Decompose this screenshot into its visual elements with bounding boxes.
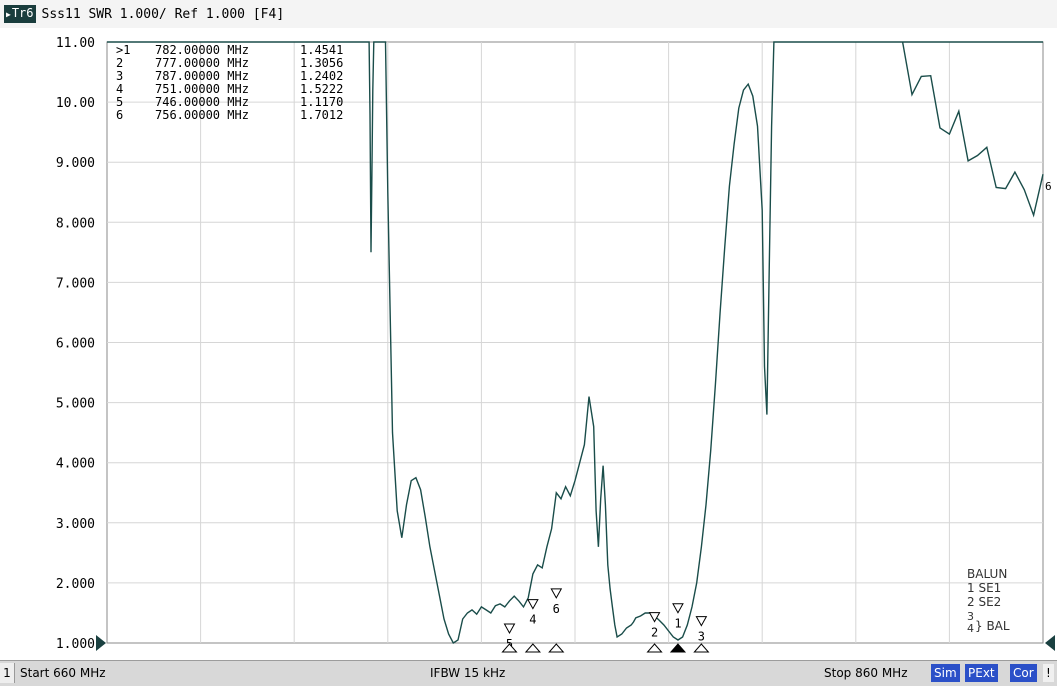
marker-table-freq: 756.00000 MHz — [155, 108, 249, 122]
pext-badge[interactable]: PExt — [965, 664, 998, 682]
marker-table-id: >1 — [116, 43, 130, 57]
marker-table-freq: 782.00000 MHz — [155, 43, 249, 57]
marker-position-triangle — [524, 643, 541, 653]
y-axis: 1.000 2.000 3.000 4.000 5.000 6.000 7.000 8.000… — [56, 36, 1055, 652]
channel-number[interactable]: 1 — [0, 663, 15, 683]
trace-badge[interactable]: Tr6 — [4, 5, 36, 23]
marker-triangle — [550, 588, 563, 599]
trace-title[interactable]: Tr6 Sss11 SWR 1.000/ Ref 1.000 [F4] — [4, 5, 285, 23]
reference-level-arrow-left — [96, 635, 106, 651]
y-tick-label: 10.00 — [56, 96, 95, 111]
marker-label: 4 — [529, 613, 536, 627]
marker-position-triangle — [669, 643, 687, 653]
cor-badge[interactable]: Cor — [1010, 664, 1037, 682]
marker-label: 2 — [651, 626, 658, 640]
trace-end-label: 6 — [1045, 180, 1052, 193]
balun-row: 2 SE2 — [967, 595, 1001, 609]
status-bar: 1 Start 660 MHz IFBW 15 kHz Stop 860 MHz… — [0, 660, 1057, 686]
marker-table: >1 782.00000 MHz 1.4541 2 777.00000 MHz 1.305… — [116, 43, 343, 122]
trace-line — [107, 41, 1044, 645]
warning-badge[interactable]: ! — [1043, 664, 1054, 682]
marker-label: 6 — [553, 602, 560, 616]
balun-title: BALUN — [967, 567, 1007, 581]
marker-triangle — [527, 599, 539, 610]
reference-level-arrow-right — [1045, 635, 1055, 651]
marker-table-freq: 746.00000 MHz — [155, 95, 249, 109]
y-tick-label: 4.000 — [56, 457, 95, 472]
trace-header: Tr6 Sss11 SWR 1.000/ Ref 1.000 [F4] — [0, 0, 1057, 28]
marker-table-value: 1.1170 — [300, 95, 343, 109]
marker-triangle — [695, 616, 708, 627]
marker-triangle — [672, 603, 684, 614]
balun-row: 3 — [967, 610, 974, 623]
trace-label-text: Sss11 SWR 1.000/ Ref 1.000 [F4] — [41, 6, 285, 22]
marker-table-id: 5 — [116, 95, 123, 109]
y-tick-label: 8.000 — [56, 216, 95, 231]
marker-table-id: 2 — [116, 56, 123, 70]
marker-position-triangle — [501, 643, 518, 653]
marker-label: 3 — [698, 630, 705, 644]
y-tick-label: 3.000 — [56, 517, 95, 532]
marker-table-value: 1.7012 — [300, 108, 343, 122]
balun-bal-label: } BAL — [975, 619, 1010, 633]
chart-grid — [106, 41, 1044, 644]
swr-chart[interactable]: 1.000 2.000 3.000 4.000 5.000 6.000 7.000 8.000… — [0, 0, 1057, 660]
ifbw[interactable]: IFBW 15 kHz — [430, 666, 506, 680]
stop-freq[interactable]: Stop 860 MHz — [824, 666, 908, 680]
trace-series: 6 — [107, 41, 1052, 645]
marker-table-value: 1.5222 — [300, 82, 343, 96]
marker-table-id: 4 — [116, 82, 123, 96]
marker-label: 1 — [674, 617, 681, 631]
balun-row: 1 SE1 — [967, 581, 1001, 595]
marker-position-triangle — [548, 643, 565, 653]
marker-table-value: 1.3056 — [300, 56, 343, 70]
marker-table-id: 6 — [116, 108, 123, 122]
marker-table-value: 1.2402 — [300, 69, 343, 83]
start-freq[interactable]: Start 660 MHz — [20, 666, 106, 680]
y-tick-label: 2.000 — [56, 577, 95, 592]
y-tick-label: 5.000 — [56, 397, 95, 412]
sim-badge[interactable]: Sim — [931, 664, 960, 682]
y-tick-label: 11.00 — [56, 36, 95, 51]
balun-row: 4 — [967, 622, 974, 635]
marker-position-triangle — [646, 643, 663, 653]
marker-table-id: 3 — [116, 69, 123, 83]
marker-table-freq: 777.00000 MHz — [155, 56, 249, 70]
marker-triangle — [648, 612, 661, 623]
marker-position-triangle — [693, 643, 710, 653]
marker-table-freq: 751.00000 MHz — [155, 82, 249, 96]
y-tick-label: 7.000 — [56, 276, 95, 291]
marker-table-value: 1.4541 — [300, 43, 343, 57]
y-tick-label: 6.000 — [56, 337, 95, 352]
marker-triangle — [503, 623, 516, 634]
y-tick-label: 9.000 — [56, 156, 95, 171]
marker-table-freq: 787.00000 MHz — [155, 69, 249, 83]
y-tick-label: 1.000 — [56, 637, 95, 652]
chart-markers: 123456 — [501, 588, 710, 653]
